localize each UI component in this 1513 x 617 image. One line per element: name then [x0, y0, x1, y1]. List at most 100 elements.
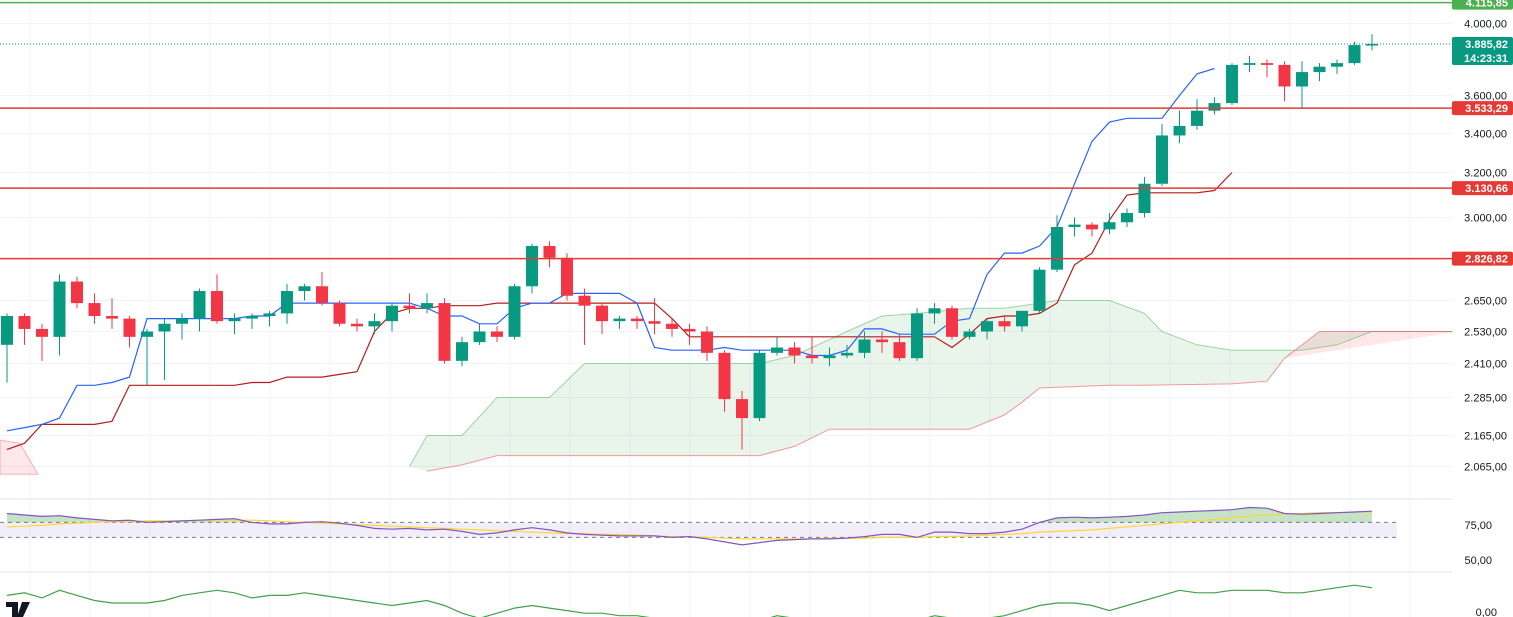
- candle: [386, 303, 398, 332]
- logo-shape-right: [17, 602, 30, 617]
- candle-body: [263, 313, 276, 316]
- candle: [893, 334, 906, 361]
- candle: [368, 313, 381, 335]
- candle: [788, 342, 801, 364]
- logo-dot: [21, 603, 27, 609]
- price-pane: [0, 34, 1452, 475]
- candle-body: [578, 295, 591, 306]
- candle-body: [928, 308, 941, 314]
- candle: [631, 316, 643, 329]
- candle: [18, 313, 31, 345]
- y-tick-label: 3.400,00: [1464, 129, 1507, 141]
- candle: [1016, 310, 1028, 332]
- level-badge: [1452, 251, 1513, 266]
- candle: [998, 316, 1011, 332]
- candle-body: [683, 328, 696, 332]
- candle: [1296, 61, 1308, 109]
- candle-body: [211, 291, 223, 322]
- y-tick-label: 3.000,00: [1464, 213, 1507, 225]
- candle-body: [1261, 63, 1273, 65]
- candle: [526, 243, 538, 294]
- candle: [683, 323, 696, 345]
- candle: [263, 310, 276, 327]
- candle: [1191, 99, 1203, 130]
- candle: [1366, 34, 1378, 51]
- candle: [1261, 59, 1273, 78]
- ichimoku-cloud-bearish: [1284, 331, 1452, 359]
- candle-body: [1313, 66, 1326, 73]
- candle-body: [106, 316, 118, 319]
- candle: [1243, 55, 1256, 73]
- y-tick-label: 2.285,00: [1464, 393, 1507, 405]
- candle: [946, 305, 958, 340]
- candle: [806, 336, 818, 364]
- candle-body: [613, 318, 626, 322]
- current-price-label: 3.885,82: [1465, 39, 1508, 51]
- candle-body: [491, 331, 503, 337]
- candle-body: [1033, 269, 1046, 311]
- candle-body: [333, 303, 346, 324]
- candle-body: [718, 352, 731, 400]
- candle-body: [403, 305, 416, 309]
- candle: [858, 331, 871, 359]
- y-tick-label: 2.410,00: [1464, 359, 1507, 371]
- level-badge-label: 3.533,29: [1465, 103, 1508, 115]
- candle-body: [351, 323, 363, 327]
- candle-body: [1156, 135, 1168, 184]
- candle: [491, 326, 503, 343]
- candle-body: [36, 328, 48, 337]
- candle-body: [1208, 103, 1221, 111]
- candle-body: [1331, 63, 1343, 67]
- level-badge-label: 2.826,82: [1465, 254, 1508, 266]
- candle: [578, 288, 591, 345]
- y-tick-label: 2.165,00: [1464, 431, 1507, 443]
- candle: [1138, 177, 1151, 218]
- candle: [666, 318, 678, 337]
- candle-body: [1121, 213, 1133, 223]
- candle-body: [298, 286, 311, 292]
- candle: [333, 300, 346, 327]
- candle-body: [456, 342, 468, 361]
- candle: [438, 298, 451, 364]
- candle: [841, 344, 853, 359]
- candle-body: [1103, 222, 1116, 230]
- senkou-span-a-line: [409, 300, 1452, 467]
- candle-body: [281, 291, 293, 314]
- candle: [736, 390, 748, 450]
- candle-body: [246, 316, 258, 319]
- ichimoku-cloud-bullish: [409, 300, 1452, 472]
- candle: [1103, 213, 1116, 235]
- candle-body: [736, 399, 748, 419]
- candle: [316, 272, 328, 306]
- candle: [281, 283, 293, 324]
- y-tick-label: 3.600,00: [1464, 91, 1507, 103]
- candle: [1051, 215, 1063, 273]
- candle-body: [438, 303, 451, 361]
- candle: [1121, 208, 1133, 227]
- candle-body: [981, 321, 993, 332]
- candle-body: [473, 331, 486, 343]
- candle: [1278, 61, 1291, 102]
- candle-body: [123, 318, 136, 337]
- level-badge-label: 4.115,85: [1466, 0, 1508, 10]
- candle: [1208, 97, 1221, 115]
- candle: [1348, 41, 1361, 65]
- candle: [106, 298, 118, 329]
- candle: [1173, 110, 1186, 144]
- candle: [88, 293, 101, 324]
- candle-body: [1226, 64, 1238, 104]
- level-badge: [1452, 101, 1513, 116]
- level-badge: [1452, 0, 1513, 10]
- candle: [246, 313, 258, 329]
- candle: [981, 318, 993, 340]
- candle: [298, 283, 311, 301]
- level-badge: [1452, 181, 1513, 196]
- candle: [158, 318, 171, 380]
- candle: [1313, 63, 1326, 82]
- candle-body: [806, 355, 818, 359]
- candle: [543, 241, 556, 268]
- candle-body: [666, 323, 678, 329]
- candle: [141, 328, 153, 386]
- senkou-span-b-line: [426, 331, 1452, 472]
